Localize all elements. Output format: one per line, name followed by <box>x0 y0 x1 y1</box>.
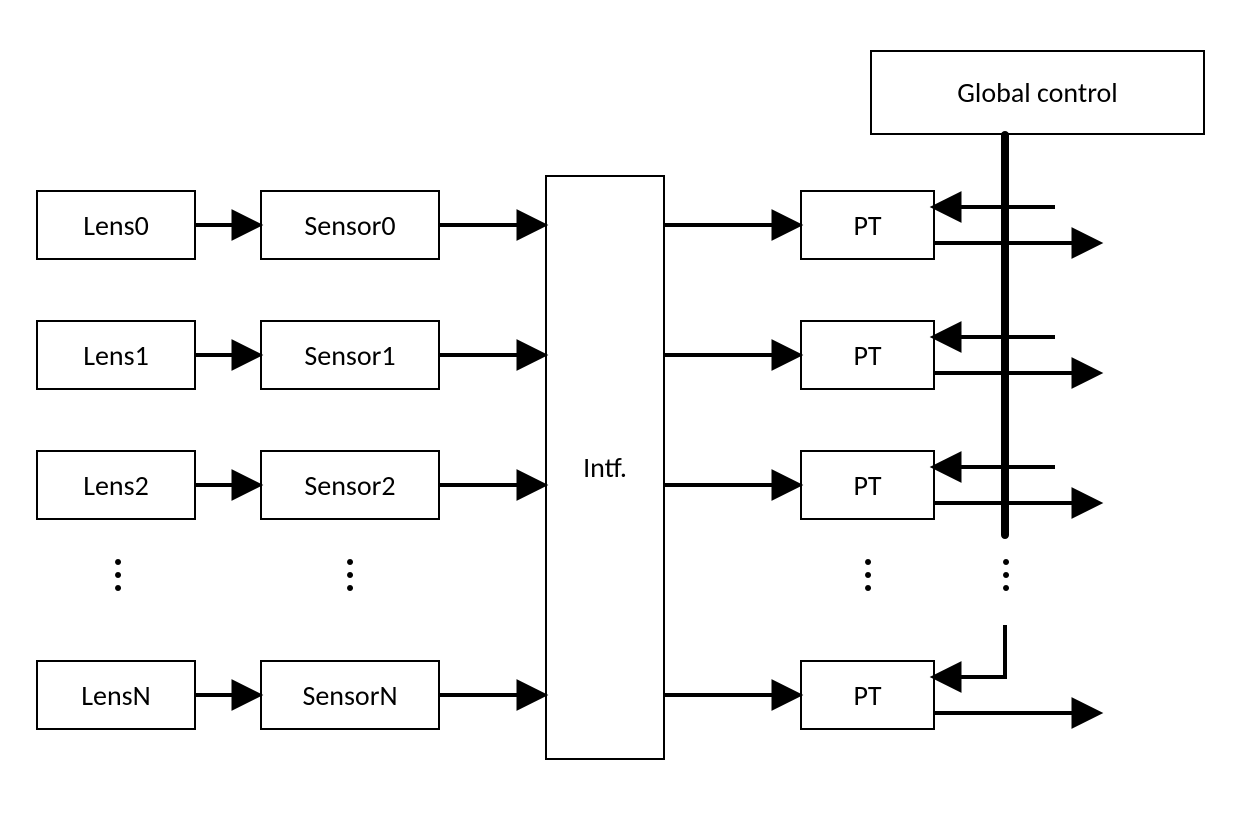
global-control-label: Global control <box>957 75 1117 110</box>
lens2-label: Lens2 <box>83 468 149 503</box>
lens1-box: Lens1 <box>36 320 196 390</box>
ellipsis-bus: ··· <box>996 555 1016 593</box>
pt2-box: PT <box>800 450 935 520</box>
intf-box: Intf. <box>545 175 665 760</box>
sensor1-label: Sensor1 <box>304 338 395 373</box>
ptN-label: PT <box>854 678 882 713</box>
lens0-box: Lens0 <box>36 190 196 260</box>
intf-label: Intf. <box>583 450 627 485</box>
bus-to-ptN <box>935 625 1005 677</box>
lensN-label: LensN <box>81 678 150 713</box>
ellipsis-lens: ··· <box>108 555 128 593</box>
pt0-box: PT <box>800 190 935 260</box>
sensor2-box: Sensor2 <box>260 450 440 520</box>
ellipsis-sensor: ··· <box>340 555 360 593</box>
sensor1-box: Sensor1 <box>260 320 440 390</box>
pt1-box: PT <box>800 320 935 390</box>
sensorN-label: SensorN <box>302 678 397 713</box>
sensorN-box: SensorN <box>260 660 440 730</box>
pt1-label: PT <box>854 338 882 373</box>
ptN-box: PT <box>800 660 935 730</box>
lens1-label: Lens1 <box>83 338 149 373</box>
pt0-label: PT <box>854 208 882 243</box>
lens2-box: Lens2 <box>36 450 196 520</box>
sensor0-box: Sensor0 <box>260 190 440 260</box>
pt2-label: PT <box>854 468 882 503</box>
lensN-box: LensN <box>36 660 196 730</box>
global-control-box: Global control <box>870 50 1205 135</box>
ellipsis-pt: ··· <box>858 555 878 593</box>
lens0-label: Lens0 <box>83 208 149 243</box>
sensor2-label: Sensor2 <box>304 468 395 503</box>
sensor0-label: Sensor0 <box>304 208 395 243</box>
